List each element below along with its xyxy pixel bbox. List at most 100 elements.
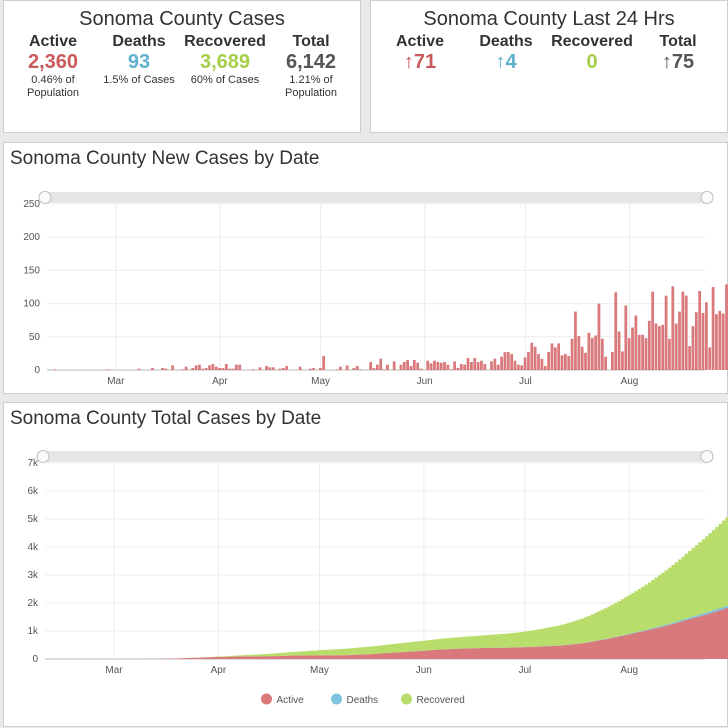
stat-value: 2,360 <box>10 51 96 73</box>
stat-label: Recovered <box>182 33 268 51</box>
area-segment <box>382 645 386 653</box>
last24-stat-deaths: Deaths ↑4 <box>463 33 549 73</box>
area-segment <box>685 620 689 659</box>
y-tick-label: 2k <box>27 598 39 609</box>
area-segment <box>597 640 601 659</box>
bar <box>688 346 691 370</box>
bar <box>161 368 164 370</box>
area-segment <box>527 631 531 647</box>
bar <box>537 354 540 370</box>
area-segment <box>665 570 669 624</box>
bar <box>373 368 376 370</box>
bar <box>718 311 721 370</box>
area-segment <box>193 658 197 659</box>
area-segment <box>675 623 679 659</box>
bar <box>604 357 607 370</box>
area-segment <box>237 655 241 656</box>
area-segment <box>718 524 722 608</box>
area-segment <box>321 655 325 659</box>
bar <box>265 366 268 370</box>
legend-swatch <box>331 694 342 705</box>
area-segment <box>658 627 662 659</box>
area-segment <box>227 656 231 657</box>
area-segment <box>240 655 244 656</box>
area-segment <box>180 658 184 659</box>
area-segment <box>304 656 308 659</box>
area-segment <box>617 601 621 636</box>
area-segment <box>654 578 658 628</box>
area-segment <box>634 633 638 659</box>
area-segment <box>718 610 722 659</box>
bar <box>695 312 698 370</box>
bar <box>541 359 544 370</box>
area-segment <box>631 633 635 634</box>
area-segment <box>560 645 564 659</box>
area-segment <box>722 521 726 607</box>
area-segment <box>712 612 716 659</box>
bar <box>490 361 493 370</box>
area-segment <box>476 636 480 648</box>
bar <box>712 287 715 370</box>
area-segment <box>594 613 598 641</box>
bar <box>346 365 349 370</box>
area-segment <box>692 616 696 618</box>
area-segment <box>244 655 248 656</box>
area-segment <box>368 654 372 659</box>
area-segment <box>304 651 308 655</box>
area-segment <box>675 562 679 621</box>
area-segment <box>328 650 332 656</box>
area-segment <box>648 629 652 630</box>
area-segment <box>493 635 497 648</box>
area-segment <box>708 533 712 611</box>
area-segment <box>537 647 541 659</box>
bar <box>618 331 621 370</box>
area-segment <box>577 620 581 644</box>
area-segment <box>500 634 504 648</box>
stat-label: Active <box>10 33 96 51</box>
area-segment <box>372 646 376 654</box>
bar <box>457 368 460 370</box>
area-segment <box>715 527 719 609</box>
area-segment <box>698 616 702 659</box>
bar <box>574 312 577 370</box>
area-segment <box>412 651 416 659</box>
area-segment <box>688 551 692 617</box>
area-segment <box>698 542 702 614</box>
area-segment <box>415 641 419 651</box>
bar <box>520 365 523 370</box>
area-segment <box>331 655 335 659</box>
y-tick-label: 50 <box>29 332 41 343</box>
area-segment <box>665 626 669 659</box>
summary-title: Sonoma County Cases <box>4 8 360 31</box>
area-segment <box>378 646 382 654</box>
area-segment <box>594 641 598 659</box>
summary-stats: Active 2,360 0.46% of Population Deaths … <box>4 33 360 100</box>
area-segment <box>516 632 520 647</box>
bar <box>336 369 339 370</box>
bar <box>238 365 241 370</box>
area-segment <box>617 636 621 659</box>
bar <box>416 363 419 370</box>
area-segment <box>510 648 514 659</box>
area-segment <box>641 587 645 631</box>
bar <box>621 351 624 370</box>
bar <box>467 358 470 370</box>
x-tick-label: Jul <box>519 376 532 387</box>
bar <box>393 361 396 370</box>
bar <box>450 369 453 370</box>
area-segment <box>409 652 413 659</box>
stat-subtext: 60% of Cases <box>182 74 268 87</box>
bar <box>181 369 184 370</box>
area-segment <box>668 623 672 624</box>
bar <box>561 355 564 370</box>
bar <box>685 296 688 370</box>
bar <box>638 335 641 370</box>
area-segment <box>574 621 578 644</box>
area-segment <box>311 655 315 659</box>
area-segment <box>702 615 706 659</box>
area-segment <box>705 614 709 659</box>
bar <box>171 365 174 370</box>
area-segment <box>503 648 507 659</box>
bar <box>554 347 557 370</box>
bar <box>309 369 312 370</box>
